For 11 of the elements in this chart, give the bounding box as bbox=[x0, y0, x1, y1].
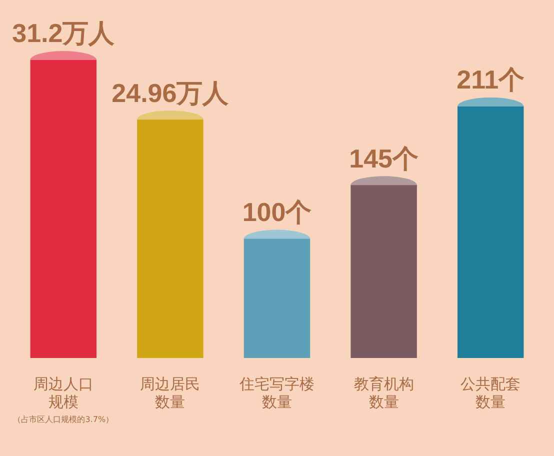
data-label: 145个 bbox=[349, 143, 418, 174]
x-tick-label: 公共配套数量 bbox=[460, 374, 521, 411]
data-label: 100个 bbox=[242, 196, 312, 227]
x-tick-label: 周边居民数量 bbox=[140, 374, 200, 411]
x-tick-label: 周边人口规模 bbox=[33, 374, 94, 411]
x-tick-label: 住宅写字楼数量 bbox=[238, 374, 314, 411]
text: （占市区人口规模的3.7%） bbox=[13, 415, 114, 424]
data-label: 31.2万人 bbox=[12, 18, 116, 48]
x-tick-label: 教育机构数量 bbox=[354, 374, 414, 411]
data-label: 24.96万人 bbox=[112, 78, 230, 108]
data-label: 211个 bbox=[456, 64, 525, 95]
